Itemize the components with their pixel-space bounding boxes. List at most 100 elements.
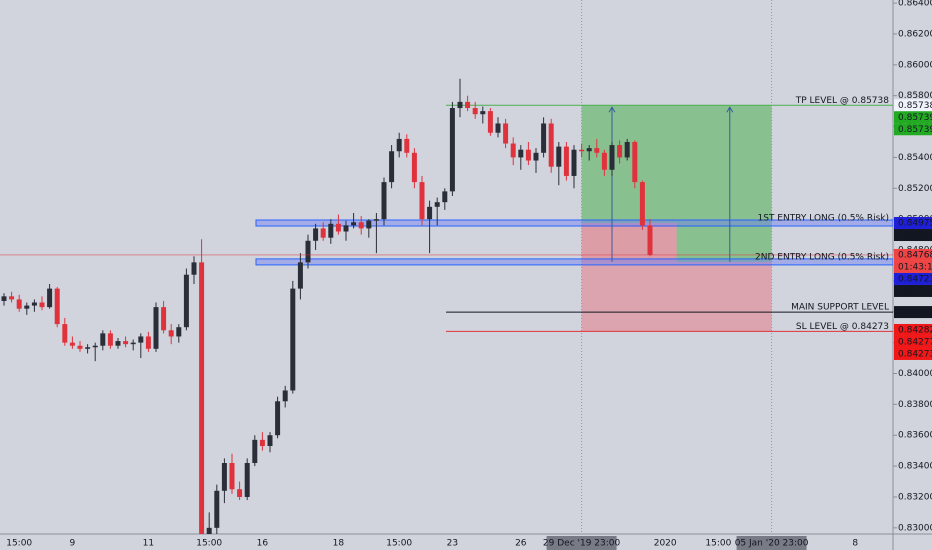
candle-body (389, 151, 395, 183)
candle-body (47, 288, 53, 308)
price-label: 0.84723 (898, 274, 932, 284)
price-label: 0.84282 (898, 325, 932, 335)
candle-body (191, 262, 197, 275)
candle-body (556, 146, 562, 167)
candle-body (9, 296, 15, 300)
candle-body (69, 342, 75, 346)
price-label-box (894, 248, 932, 261)
candle-body (639, 182, 645, 226)
x-tick-label: 16 (257, 539, 269, 549)
candle-body (282, 390, 288, 402)
y-tick-label: 0.86000 (898, 60, 932, 70)
price-label-box (894, 284, 932, 297)
candle-body (176, 327, 182, 337)
plot-area (0, 0, 893, 534)
candle-body (419, 182, 425, 220)
price-label: 0.85738 (898, 101, 932, 111)
loss-zone (581, 223, 677, 262)
date-box (546, 536, 617, 550)
candle-body (24, 305, 30, 309)
price-label-box (894, 217, 932, 230)
candle-body (199, 262, 205, 534)
candle-body (92, 345, 98, 348)
candle-body (39, 302, 45, 308)
arrow-head (608, 106, 616, 113)
candle-body (366, 220, 372, 229)
candle-body (123, 341, 129, 345)
candle-body (373, 219, 379, 221)
candle-body (107, 333, 113, 346)
y-tick-label: 0.83400 (898, 462, 932, 472)
candle-body (267, 435, 273, 447)
y-tick-label: 0.84000 (898, 369, 932, 379)
candle-body (632, 141, 638, 183)
candle-body (351, 222, 357, 226)
candle-body (297, 262, 303, 289)
entry-band (255, 258, 893, 266)
candle-body (343, 225, 349, 232)
candle-body (434, 202, 440, 207)
candle-body (206, 527, 212, 534)
candle-body (31, 302, 37, 306)
candle-body (100, 333, 106, 346)
candle-body (586, 148, 592, 152)
y-tick-label: 0.83000 (898, 523, 932, 533)
candle-body (252, 439, 258, 464)
y-tick-label: 0.85400 (898, 153, 932, 163)
candle-body (647, 225, 653, 255)
price-label-box (894, 229, 932, 242)
x-tick-label: 15:00 (196, 539, 222, 549)
candle-body (427, 206, 433, 220)
price-label-box (894, 99, 932, 112)
level-label: 1ST ENTRY LONG (0.5% Risk) (758, 214, 890, 224)
price-label-box (894, 323, 932, 336)
price-label-box (894, 123, 932, 136)
candle-body (541, 123, 547, 153)
candle-body (214, 490, 220, 528)
x-tick-label: 23 (447, 539, 458, 549)
level-label: MAIN SUPPORT LEVEL (791, 303, 889, 313)
candle-body (138, 336, 144, 343)
candle-body (161, 307, 167, 331)
candle-body (328, 223, 334, 238)
candle-body (594, 148, 600, 153)
price-label: 0.85739 (898, 113, 932, 123)
candle-body (617, 145, 623, 158)
arrow-head (726, 106, 734, 113)
candle-body (85, 347, 91, 349)
candle-body (183, 274, 189, 328)
price-label: 0.84398 (898, 308, 932, 318)
candle-body (495, 123, 501, 133)
candle-body (16, 299, 22, 309)
x-tick-label: 05 Jan '20 23:00 (735, 539, 809, 549)
candle-body (320, 228, 326, 238)
price-label-box (894, 335, 932, 348)
level-label: TP LEVEL @ 0.85738 (795, 96, 890, 106)
price-label-box (894, 306, 932, 319)
candle-body (221, 463, 227, 491)
candle-body (442, 191, 448, 203)
x-tick-label: 26 (515, 539, 527, 549)
candle-body (465, 101, 471, 109)
x-tick-label: 15:00 (6, 539, 32, 549)
candle-body (168, 330, 174, 337)
candle-body (548, 123, 554, 167)
y-tick-label: 0.83800 (898, 400, 932, 410)
candle-body (244, 463, 250, 497)
price-label: 0.84277 (898, 337, 932, 347)
price-label: 0.84977 (898, 231, 932, 241)
loss-zone (581, 261, 772, 332)
x-tick-label: 15:00 (386, 539, 412, 549)
candle-body (290, 288, 296, 391)
candle-body (305, 240, 311, 263)
x-tick-label: 29 Dec '19 23:00 (543, 539, 621, 549)
candle-body (503, 123, 509, 144)
candle-body (358, 222, 364, 229)
candle-body (145, 336, 151, 349)
candle-body (237, 489, 243, 497)
price-label-box (894, 260, 932, 273)
candle-body (259, 439, 265, 447)
candle-body (404, 138, 410, 153)
candle-body (533, 152, 539, 161)
candle-body (563, 146, 569, 176)
